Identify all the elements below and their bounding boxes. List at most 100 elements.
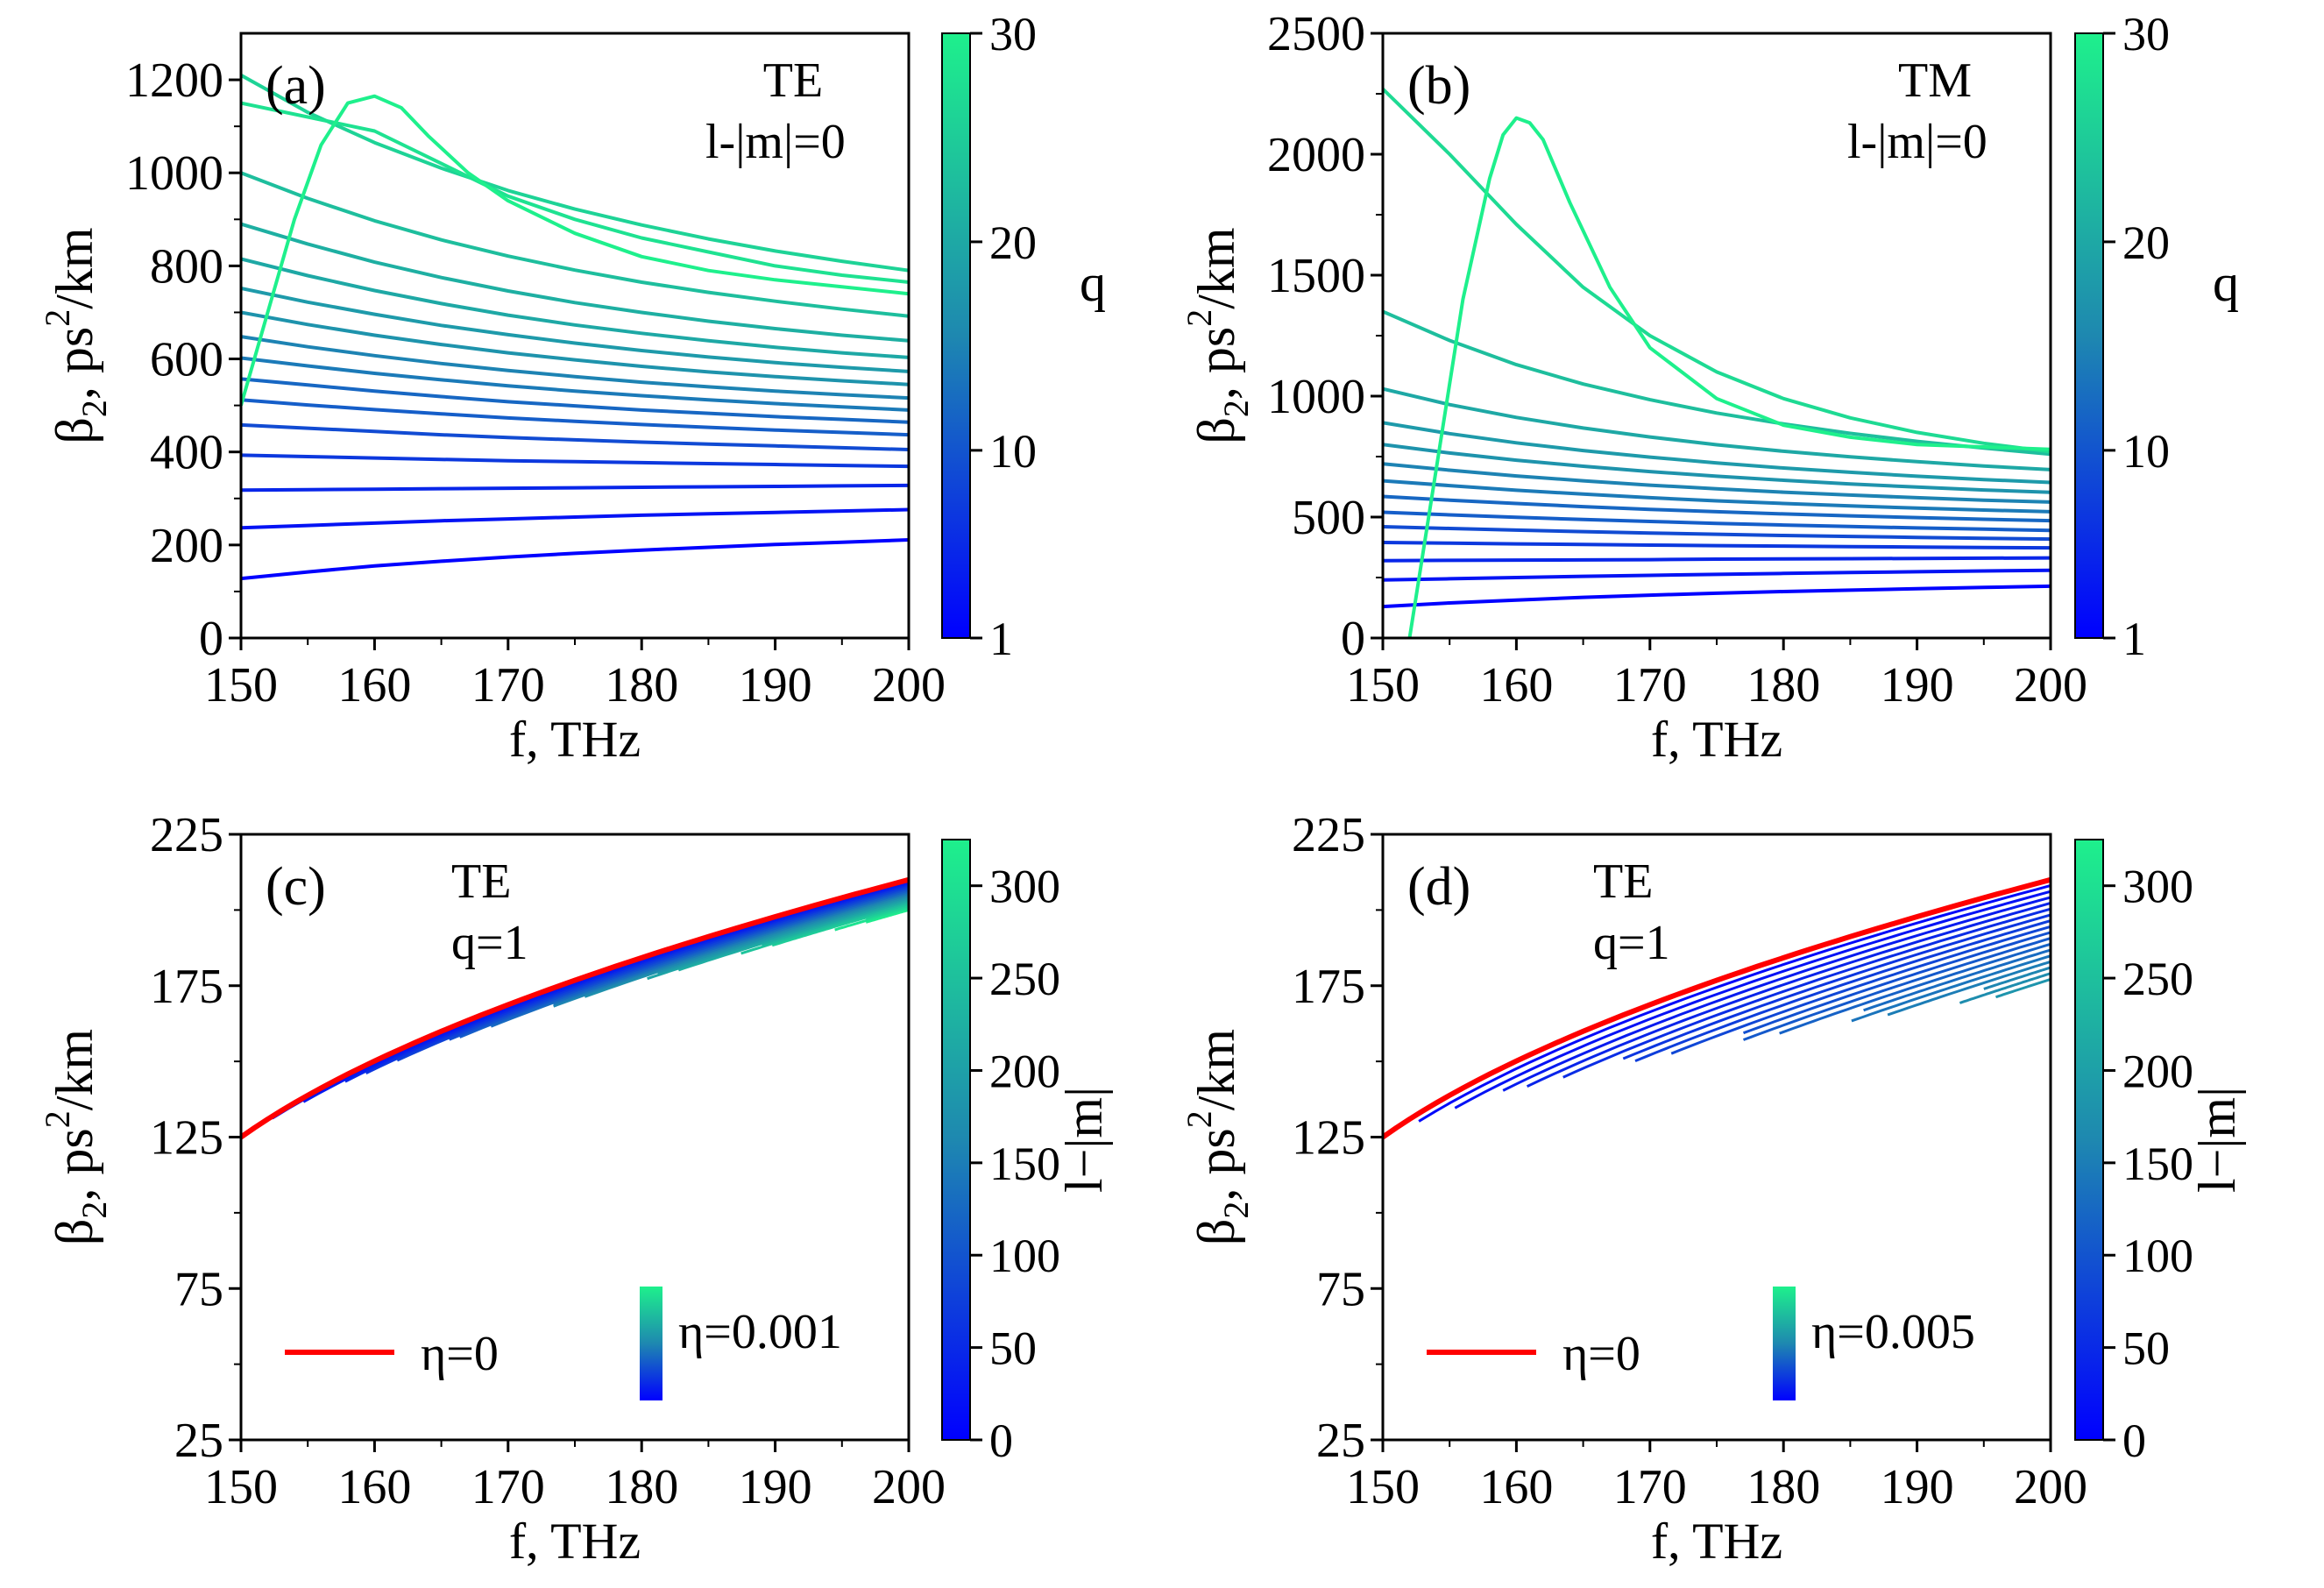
y-tick-label: 175 bbox=[150, 960, 223, 1014]
series-line-q14 bbox=[1383, 479, 2051, 514]
family-line-14 bbox=[1887, 960, 2051, 1017]
y-tick-label: 2000 bbox=[1267, 128, 1365, 182]
family-line-7 bbox=[459, 889, 909, 1039]
family-line-2 bbox=[1454, 890, 2051, 1109]
colorbar-tick-label: 250 bbox=[989, 953, 1060, 1005]
series-line-q14 bbox=[241, 356, 909, 412]
family-line-18 bbox=[865, 905, 909, 921]
series-line-q18 bbox=[241, 286, 909, 373]
x-tick-label: 180 bbox=[1747, 658, 1820, 712]
annotation-line: q=1 bbox=[451, 916, 528, 970]
series-line-q23 bbox=[1383, 309, 2051, 457]
x-tick-label: 180 bbox=[605, 658, 678, 712]
colorbar bbox=[2074, 32, 2104, 639]
y-axis-label: β2, ps2/km bbox=[1180, 1029, 1256, 1245]
panel-1: 150 160 170 180 190 20005001000150020002500f,… bbox=[1180, 7, 2239, 768]
series-line-q20 bbox=[241, 257, 909, 359]
colorbar-label: l−|m| bbox=[1055, 1087, 1113, 1193]
family-line-9 bbox=[1742, 931, 2051, 1035]
y-label-sup: 2 bbox=[1180, 309, 1219, 327]
family-line-19 bbox=[2050, 989, 2051, 993]
family-line-5 bbox=[396, 886, 909, 1062]
y-tick-label: 25 bbox=[174, 1414, 223, 1468]
y-label-unit: /km bbox=[46, 1029, 103, 1110]
reference-line bbox=[1383, 876, 2051, 1139]
family-line-7 bbox=[1634, 919, 2051, 1062]
family-line-11 bbox=[1779, 942, 2051, 1035]
annotation-line: q=1 bbox=[1593, 916, 1670, 970]
family-line-2 bbox=[302, 881, 909, 1103]
y-label-mid: , ps bbox=[46, 327, 103, 400]
y-tick-label: 800 bbox=[150, 239, 223, 294]
series-line-q17 bbox=[241, 310, 909, 386]
legend-red-label: η=0 bbox=[1562, 1327, 1640, 1381]
family-line-16 bbox=[740, 903, 909, 955]
family-line-3 bbox=[1502, 896, 2051, 1092]
y-tick-label: 175 bbox=[1292, 960, 1365, 1014]
colorbar-tick-label: 20 bbox=[2122, 216, 2170, 269]
data-lines bbox=[1383, 876, 2051, 1139]
family-line-4 bbox=[365, 884, 909, 1074]
series-line-q17 bbox=[1383, 443, 2051, 494]
family-line-12 bbox=[1863, 948, 2051, 1012]
colorbar-tick-label: 50 bbox=[2122, 1322, 2170, 1375]
y-tick-label: 0 bbox=[1341, 612, 1365, 666]
series-line-q15 bbox=[241, 335, 909, 401]
series-line-q11 bbox=[1383, 510, 2051, 533]
y-tick-label: 75 bbox=[1316, 1262, 1365, 1316]
family-line-12 bbox=[657, 897, 909, 975]
family-line-16 bbox=[1959, 972, 2051, 1004]
colorbar-tick-label: 250 bbox=[2122, 953, 2193, 1005]
colorbar-label: l−|m| bbox=[2188, 1087, 2246, 1193]
y-label-beta: β bbox=[1187, 417, 1245, 444]
y-tick-label: 400 bbox=[150, 426, 223, 480]
series-line-q12 bbox=[241, 377, 909, 424]
series-line-q5 bbox=[241, 483, 909, 493]
x-tick-label: 190 bbox=[1881, 658, 1954, 712]
family-line-15 bbox=[1983, 966, 2051, 990]
family-line-19 bbox=[834, 907, 909, 932]
series-line-q3 bbox=[1383, 568, 2051, 582]
series-line-q23 bbox=[241, 171, 909, 318]
family-line-9 bbox=[553, 891, 909, 1006]
y-label-beta: β bbox=[1187, 1219, 1245, 1246]
y-label-sub: 2 bbox=[1216, 1202, 1256, 1219]
family-line-20 bbox=[865, 908, 909, 924]
family-line-6 bbox=[449, 887, 909, 1041]
colorbar bbox=[2074, 839, 2104, 1441]
family-line-8 bbox=[490, 890, 909, 1028]
annotation-line: TE bbox=[1593, 854, 1653, 909]
family-line-5 bbox=[1562, 907, 2051, 1079]
y-label-unit: /km bbox=[46, 227, 103, 308]
series-line-q9 bbox=[241, 422, 909, 451]
series-line-q21 bbox=[241, 222, 909, 343]
family-line-1 bbox=[1418, 884, 2051, 1123]
reference-line bbox=[241, 876, 909, 1139]
y-tick-label: 25 bbox=[1316, 1414, 1365, 1468]
y-tick-label: 1200 bbox=[125, 53, 223, 108]
series-line-q15 bbox=[1383, 462, 2051, 504]
series-line-q3 bbox=[241, 507, 909, 530]
colorbar-label: q bbox=[1080, 254, 1106, 312]
colorbar-tick-label: 100 bbox=[2122, 1230, 2193, 1282]
y-tick-label: 0 bbox=[199, 612, 223, 666]
x-tick-label: 170 bbox=[1613, 1460, 1687, 1514]
y-axis-label: β2, ps2/km bbox=[1180, 227, 1256, 443]
annotation-line: TM bbox=[1898, 53, 1972, 108]
y-tick-label: 225 bbox=[1292, 808, 1365, 862]
legend-gradient-swatch bbox=[1773, 1287, 1796, 1400]
colorbar-tick-label: 300 bbox=[2122, 861, 2193, 913]
x-tick-label: 200 bbox=[872, 1460, 946, 1514]
series-line-q20 bbox=[1383, 386, 2051, 471]
family-line-14 bbox=[677, 899, 909, 972]
colorbar-tick-label: 200 bbox=[989, 1045, 1060, 1097]
x-tick-label: 190 bbox=[1881, 1460, 1954, 1514]
x-tick-label: 160 bbox=[1479, 1460, 1553, 1514]
colorbar-label: q bbox=[2213, 254, 2239, 312]
colorbar-tick-label: 10 bbox=[2122, 425, 2170, 478]
family-line-4 bbox=[1526, 902, 2051, 1088]
series-line-q1 bbox=[241, 538, 909, 581]
y-tick-label: 125 bbox=[150, 1111, 223, 1166]
